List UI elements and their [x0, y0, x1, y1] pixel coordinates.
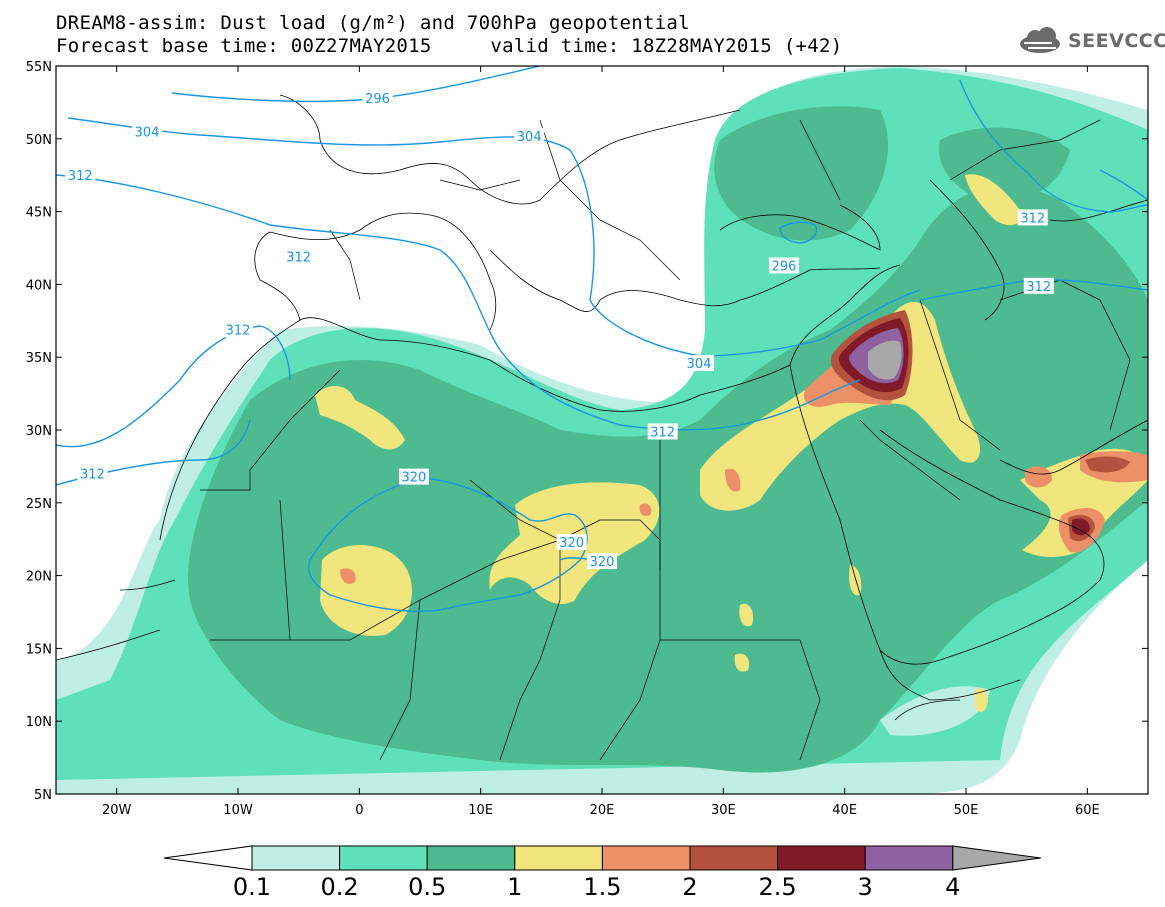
colorbar-swatch [339, 845, 428, 871]
contour-label-text: 320 [402, 471, 427, 486]
contour-label-text: 304 [687, 357, 712, 372]
contour-label-bg [769, 257, 799, 274]
contour-label-text: 312 [1026, 280, 1051, 295]
dust-load-field [56, 66, 1148, 794]
lon-label: 40E [832, 803, 857, 818]
contour-label-bg [587, 553, 617, 570]
logo-text: SEEVCCC [1068, 30, 1165, 52]
axis-ticks [56, 65, 1148, 795]
colorbar-low-arrow [163, 845, 253, 871]
lat-label: 45N [26, 206, 52, 221]
contour-label-bg [398, 468, 429, 485]
cloud-icon [1020, 27, 1060, 53]
lat-label: 40N [26, 278, 52, 293]
lon-label: 10E [468, 803, 493, 818]
colorbar-label: 2 [682, 873, 697, 901]
contour-label-bg [514, 127, 545, 144]
contour-label: 296 [362, 90, 393, 107]
colorbar-high-arrow [952, 845, 1041, 871]
colorbar-swatch [689, 845, 779, 871]
lat-label: 25N [26, 497, 52, 512]
colorbar-label: 4 [945, 873, 960, 901]
contour-label-bg [1023, 277, 1054, 294]
colorbar-swatch [514, 845, 603, 871]
lat-label: 10N [26, 715, 52, 730]
chart-title: DREAM8-assim: Dust load (g/m²) and 700hP… [56, 12, 690, 34]
contour-label: 312 [283, 248, 314, 266]
lat-label: 35N [26, 351, 52, 366]
contour-label: 312 [65, 167, 96, 184]
country-borders [200, 119, 1131, 761]
contour-label: 320 [556, 534, 587, 551]
forecast-time-line: Forecast base time: 00Z27MAY2015 valid t… [56, 35, 843, 57]
contour-label-bg [77, 465, 108, 482]
contour-label-bg [132, 123, 162, 140]
contour-label-text: 296 [365, 92, 390, 107]
lat-label: 20N [26, 570, 52, 585]
colorbar-swatch [426, 845, 516, 871]
lon-label: 30E [711, 803, 736, 818]
contour-label: 304 [514, 127, 545, 145]
lon-label: 0 [355, 803, 363, 818]
colorbar [163, 845, 1041, 871]
colorbar-label: 0.2 [321, 873, 359, 901]
longitude-labels: 20W 10W 0 10E 20E 30E 40E 50E 60E [102, 803, 1100, 818]
contour-label-text: 304 [135, 126, 160, 141]
contour-label-text: 304 [517, 130, 542, 145]
contour-label-text: 312 [80, 468, 105, 483]
lon-label: 10W [223, 803, 253, 818]
contour-label-text: 312 [286, 251, 311, 266]
contour-label-text: 312 [226, 324, 251, 339]
contour-label: 312 [647, 423, 678, 440]
contour-label-bg [283, 248, 314, 265]
lon-label: 50E [954, 803, 979, 818]
contour-label-text: 312 [68, 169, 93, 184]
colorbar-swatch [601, 845, 691, 871]
contour-label-bg [647, 423, 678, 440]
lon-label: 60E [1075, 803, 1100, 818]
contour-label: 320 [587, 553, 617, 570]
lat-label: 30N [26, 424, 52, 439]
contour-label: 312 [1023, 277, 1054, 295]
contour-label: 320 [398, 468, 429, 486]
colorbar-label: 0.1 [233, 873, 271, 901]
contour-label: 304 [132, 123, 162, 141]
colorbar-swatch [251, 845, 341, 871]
contour-label-text: 320 [559, 536, 584, 551]
latitude-labels: 55N 50N 45N 40N 35N 30N 25N 20N 15N 10N 5N [26, 60, 52, 803]
coastlines [56, 94, 1148, 721]
colorbar-label: 1.5 [583, 873, 621, 901]
lon-label: 20E [590, 803, 615, 818]
contour-label-text: 312 [1020, 211, 1045, 226]
contour-label-bg [1017, 209, 1048, 226]
lat-label: 15N [26, 642, 52, 657]
lat-label: 5N [34, 788, 52, 803]
contour-label-text: 312 [650, 425, 675, 440]
contour-label-text: 320 [590, 555, 615, 570]
contour-label: 304 [684, 355, 715, 372]
contour-label: 296 [769, 257, 799, 274]
contour-label: 312 [223, 321, 253, 339]
colorbar-label: 0.5 [408, 873, 446, 901]
colorbar-label: 2.5 [759, 873, 797, 901]
contour-label-bg [684, 355, 715, 372]
contour-label: 312 [77, 465, 108, 483]
contour-label-bg [223, 321, 253, 338]
contour-label-text: 296 [772, 259, 797, 274]
contour-label-bg [556, 534, 587, 551]
colorbar-labels: 0.1 0.2 0.5 1 1.5 2 2.5 3 4 [233, 873, 961, 901]
contour-label-layer: 296 304 304 312 296 312 312 312 312 304 312 312 320 3… [65, 90, 1054, 570]
lon-label: 20W [102, 803, 132, 818]
lat-label: 50N [26, 133, 52, 148]
contour-label-bg [65, 167, 96, 184]
contour-label: 312 [1017, 209, 1048, 226]
lat-label: 55N [26, 60, 52, 75]
colorbar-label: 1 [507, 873, 522, 901]
contour-label-bg [362, 90, 393, 107]
colorbar-swatch [864, 845, 954, 871]
colorbar-swatch [777, 845, 866, 871]
colorbar-label: 3 [858, 873, 873, 901]
